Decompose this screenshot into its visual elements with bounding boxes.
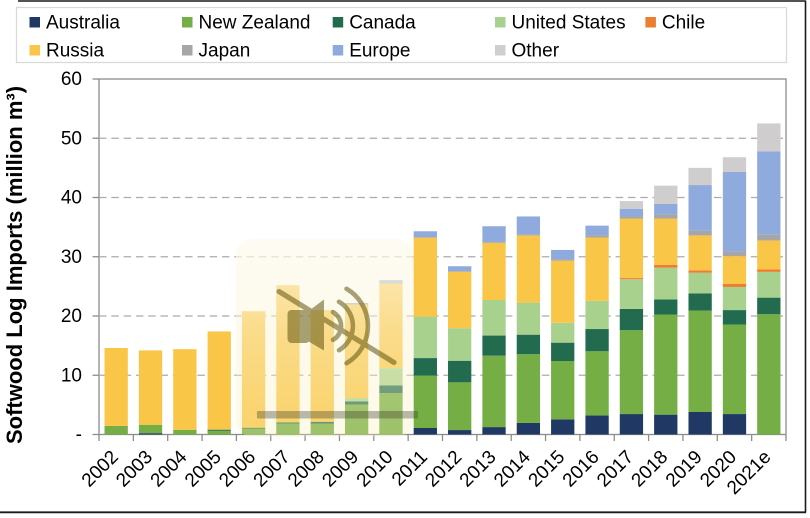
svg-text:-: - <box>76 425 82 446</box>
svg-text:Japan: Japan <box>199 40 251 61</box>
svg-text:Softwood Log Imports (million: Softwood Log Imports (million m³) <box>2 86 27 444</box>
svg-text:Chile: Chile <box>662 12 705 33</box>
svg-text:Canada: Canada <box>349 12 416 33</box>
svg-text:Europe: Europe <box>349 40 410 61</box>
svg-text:United States: United States <box>512 12 626 33</box>
svg-text:40: 40 <box>61 188 82 209</box>
svg-text:50: 50 <box>61 128 82 149</box>
svg-text:20: 20 <box>61 306 82 327</box>
svg-text:30: 30 <box>61 247 82 268</box>
svg-text:Other: Other <box>512 40 560 61</box>
svg-text:New Zealand: New Zealand <box>199 12 311 33</box>
svg-text:10: 10 <box>61 365 82 386</box>
svg-text:Russia: Russia <box>46 40 105 61</box>
svg-text:60: 60 <box>61 69 82 90</box>
svg-text:Australia: Australia <box>46 12 120 33</box>
